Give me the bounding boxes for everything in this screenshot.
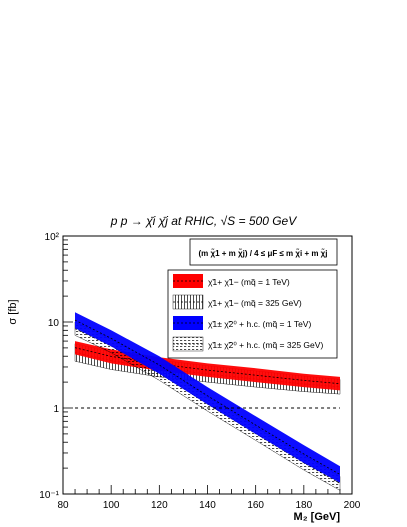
y-tick-label: 1 (53, 404, 59, 415)
series-band-1 (75, 341, 340, 391)
y-axis-label: σ [fb] (7, 299, 19, 324)
series-band-3 (75, 312, 340, 483)
legend-swatch-1 (173, 274, 203, 288)
legend-swatch-3 (173, 316, 203, 330)
y-tick-label: 10² (45, 232, 60, 243)
x-tick-label: 80 (57, 500, 69, 511)
legend-label-1: χ̃1+ χ̃1− (mq̃ = 1 TeV) (208, 277, 290, 287)
scale-annotation: (m χ̃1 + m χ̃j) / 4 ≤ μF ≤ m χ̃i + m χ̃j (189, 238, 338, 266)
y-axis: 10⁻¹ 1 10 10² (39, 232, 73, 501)
x-tick-label: 160 (247, 500, 264, 511)
x-axis: 80 100 120 140 160 180 200 (57, 485, 361, 511)
y-tick-label: 10 (48, 318, 60, 329)
x-tick-label: 140 (199, 500, 216, 511)
x-axis-label: M₂ [GeV] (294, 511, 341, 523)
y-tick-label: 10⁻¹ (39, 490, 59, 501)
legend-label-4: χ̃1± χ̃2⁰ + h.c. (mq̃ = 325 GeV) (208, 340, 323, 350)
legend-label-2: χ̃1+ χ̃1− (mq̃ = 325 GeV) (208, 298, 302, 308)
chart-title: p p → χ̄i χ̄j at RHIC, √S = 500 GeV (110, 214, 297, 228)
x-tick-label: 100 (103, 500, 120, 511)
legend-label-3: χ̃1± χ̃2⁰ + h.c. (mq̃ = 1 TeV) (208, 319, 311, 329)
scale-annotation-text: (m χ̃1 + m χ̃j) / 4 ≤ μF ≤ m χ̃i + m χ̃j (198, 249, 327, 258)
x-tick-label: 200 (344, 500, 361, 511)
x-tick-label: 120 (151, 500, 168, 511)
series-bands (74, 312, 341, 491)
series-central-line-3 (74, 319, 341, 475)
series-central-line-1 (74, 347, 341, 385)
legend: χ̃1+ χ̃1− (mq̃ = 1 TeV) χ̃1+ χ̃1− (mq̃ = … (167, 269, 338, 359)
x-tick-label: 180 (295, 500, 312, 511)
